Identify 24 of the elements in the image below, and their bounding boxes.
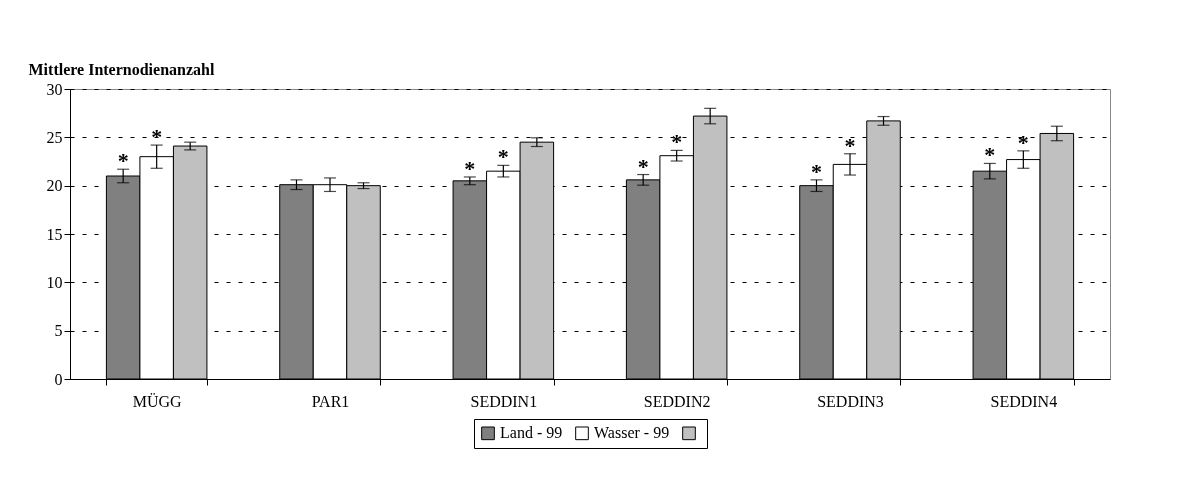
legend-label: Land - 99	[500, 424, 563, 442]
y-axis-title: Mittlere Internodienanzahl	[28, 60, 215, 78]
annotation: *	[117, 148, 129, 174]
annotation: *	[464, 155, 476, 181]
y-tick-label: 5	[54, 322, 63, 340]
y-tick-label: 15	[46, 225, 63, 243]
annotation: *	[844, 132, 856, 158]
x-tick-label: SEDDIN4	[990, 392, 1058, 410]
y-tick-label: 0	[54, 370, 63, 388]
annotation: *	[810, 158, 822, 184]
annotation: *	[984, 142, 996, 168]
y-tick-label: 30	[46, 80, 63, 98]
y-tick-label: 20	[46, 177, 63, 195]
legend-label: Wasser - 99	[594, 424, 670, 442]
annotation: *	[637, 153, 649, 179]
x-tick-label: MÜGG	[132, 392, 183, 410]
annotation: *	[1017, 129, 1029, 155]
x-tick-label: PAR1	[311, 392, 350, 410]
y-tick-label: 25	[46, 128, 63, 146]
x-tick-label: SEDDIN3	[817, 392, 884, 410]
x-tick-label: SEDDIN1	[470, 392, 538, 410]
annotation: *	[497, 144, 509, 170]
x-tick-label: SEDDIN2	[643, 392, 711, 410]
y-tick-label: 10	[46, 273, 63, 291]
